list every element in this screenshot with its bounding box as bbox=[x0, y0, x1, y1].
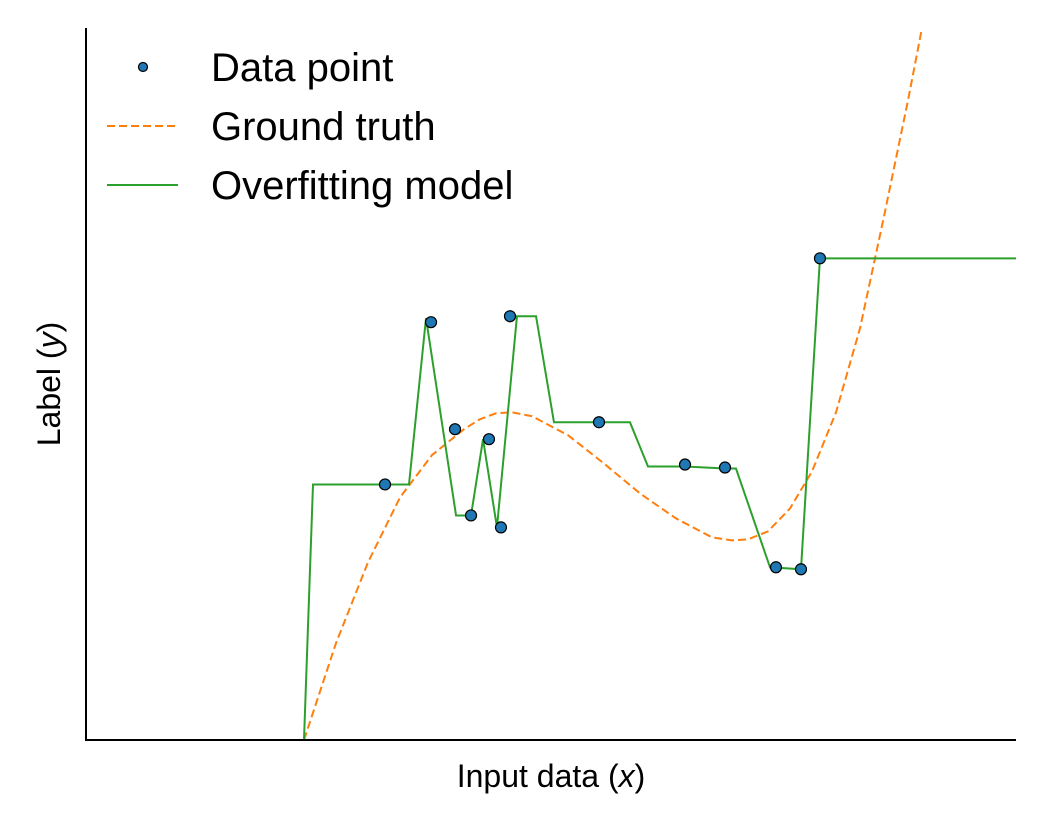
data-point bbox=[424, 316, 438, 329]
data-point bbox=[678, 458, 692, 471]
data-point bbox=[482, 433, 496, 446]
legend-label-data-point: Data point bbox=[211, 46, 393, 90]
data-point bbox=[794, 563, 808, 576]
legend: Data point Ground truth Overfitting mode… bbox=[107, 46, 513, 208]
plot-area bbox=[302, 28, 1016, 740]
y-axis-label-var: y bbox=[31, 330, 67, 350]
legend-marker-data-point bbox=[137, 61, 149, 73]
y-axis-label: Label (y) bbox=[31, 322, 67, 447]
data-point bbox=[378, 478, 392, 491]
y-axis-label-prefix: Label ( bbox=[31, 348, 67, 446]
y-axis-label-suffix: ) bbox=[31, 322, 67, 333]
data-points bbox=[378, 252, 827, 576]
x-axis-label-suffix: ) bbox=[635, 758, 646, 794]
x-axis-label-var: x bbox=[617, 758, 636, 794]
data-point bbox=[769, 561, 783, 574]
data-point bbox=[718, 461, 732, 474]
data-point bbox=[464, 509, 478, 522]
legend-label-ground-truth: Ground truth bbox=[211, 105, 436, 149]
data-point bbox=[494, 521, 508, 534]
data-point bbox=[813, 252, 827, 265]
legend-label-overfitting-model: Overfitting model bbox=[211, 164, 513, 208]
data-point bbox=[448, 423, 462, 436]
ground-truth-line bbox=[303, 28, 923, 740]
overfitting-model-line bbox=[302, 257, 1016, 740]
x-axis-label: Input data (x) bbox=[457, 758, 646, 794]
x-axis-label-prefix: Input data ( bbox=[457, 758, 619, 794]
data-point bbox=[592, 416, 606, 429]
data-point bbox=[503, 310, 517, 323]
